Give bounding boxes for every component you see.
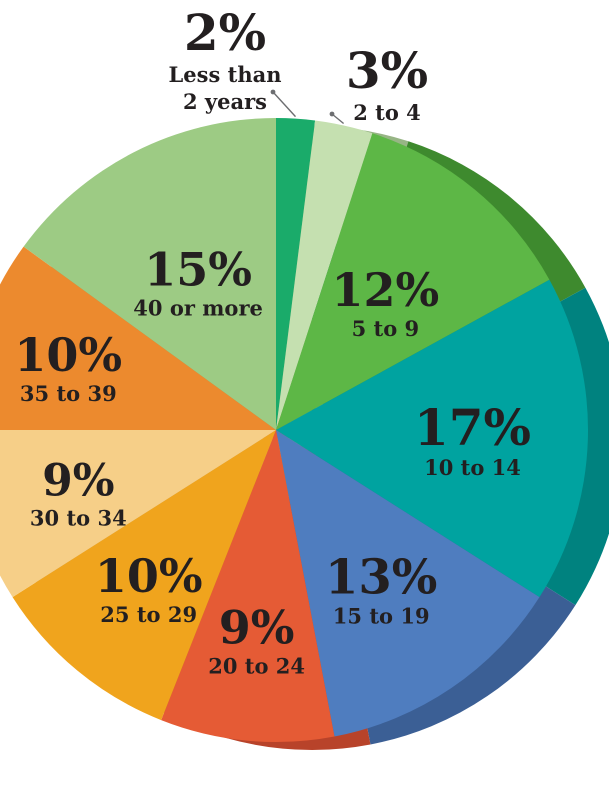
callout-dot-0: [270, 89, 276, 95]
slice-value-label-7: 9%: [42, 455, 114, 506]
pie-slice-8: [0, 246, 276, 430]
slice-value-label-0: 2%: [184, 3, 266, 62]
slice-category-label-5-0: 20 to 24: [208, 653, 305, 678]
pie-slice-9: [23, 118, 277, 430]
callout-dot-1: [329, 111, 335, 117]
slice-category-label-6-0: 25 to 29: [100, 602, 197, 627]
pie-slice-7: [0, 430, 276, 598]
slice-category-label-0-0: Less than: [169, 62, 282, 87]
slice-category-label-4-0: 15 to 19: [333, 604, 430, 629]
slice-value-label-4: 13%: [325, 550, 437, 606]
slice-category-label-9-0: 40 or more: [133, 295, 263, 320]
pie-slice-3: [276, 279, 589, 598]
pie-top-layer: [0, 118, 589, 742]
slice-category-label-8-0: 35 to 39: [20, 381, 117, 406]
pie-slice-1: [276, 120, 373, 431]
pie-slice-5: [161, 430, 335, 742]
slice-value-label-2: 12%: [332, 263, 440, 317]
pie-slice-0: [276, 118, 316, 430]
slice-value-label-1: 3%: [346, 41, 428, 100]
slice-category-label-0-1: 2 years: [183, 89, 267, 114]
slice-value-label-6: 10%: [95, 549, 203, 603]
callout-line-1: [331, 113, 345, 125]
slice-value-label-5: 9%: [219, 600, 295, 654]
pie-slice-2: [276, 133, 550, 430]
slice-category-label-3-0: 10 to 14: [424, 455, 521, 480]
slice-category-label-2-0: 5 to 9: [352, 316, 420, 341]
slice-category-label-1-0: 2 to 4: [353, 100, 421, 125]
pie-slice-6: [12, 430, 276, 721]
callout-line-0: [272, 91, 297, 118]
pie-slice-4: [276, 430, 540, 737]
slice-category-label-7-0: 30 to 34: [30, 505, 127, 530]
slice-value-label-9: 15%: [144, 242, 252, 296]
slice-value-label-8: 10%: [14, 328, 122, 382]
slice-value-label-3: 17%: [414, 398, 531, 457]
